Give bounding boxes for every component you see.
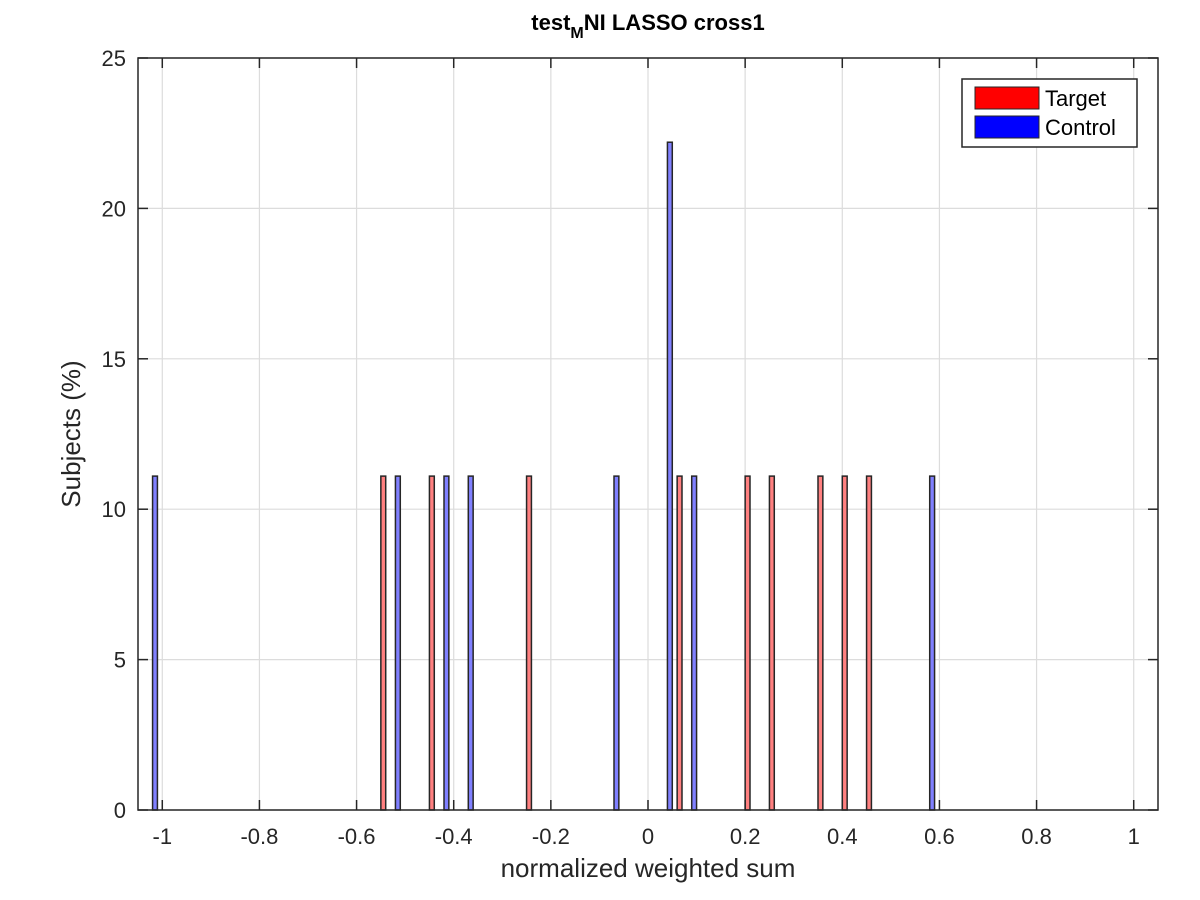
x-axis-title: normalized weighted sum [501,853,796,883]
bar-control [613,475,620,811]
x-tick-label: -0.2 [532,824,570,849]
x-tick-label: 1 [1128,824,1140,849]
x-tick-label: 0.6 [924,824,955,849]
chart-title-rest: NI LASSO cross1 [584,10,765,35]
legend-label-control: Control [1045,115,1116,140]
y-tick-label: 15 [102,347,126,372]
x-tick-label: -0.4 [435,824,473,849]
tick-marks [138,57,1158,811]
bar-target [676,475,683,811]
legend-label-target: Target [1045,86,1106,111]
x-tick-label: -0.8 [240,824,278,849]
bar-target [817,475,824,811]
y-tick-label: 20 [102,196,126,221]
bar-target [525,475,533,811]
bar-target [428,475,436,811]
legend-swatch-target [974,86,1040,110]
bar-control [666,141,674,811]
legend: Target Control [961,78,1138,148]
y-tick-label: 25 [102,46,126,71]
x-tick-label: -1 [153,824,173,849]
bar-target [380,475,387,811]
y-tick-label: 5 [114,648,126,673]
x-tick-label: 0.4 [827,824,858,849]
y-tick-label: 0 [114,798,126,823]
legend-swatch-control [974,115,1040,139]
x-tick-label: 0.8 [1021,824,1052,849]
x-tick-label: 0 [642,824,654,849]
bar-control [151,475,159,811]
x-tick-labels: -1 -0.8 -0.6 -0.4 -0.2 0 0.2 0.4 0.6 0.8 1 [153,824,1140,849]
bar-control [443,475,450,811]
chart-title-subscript: M [570,25,583,42]
bar-target [768,475,776,811]
y-axis-title: Subjects (%) [56,360,86,507]
bar-control [690,475,698,811]
x-tick-label: 0.2 [730,824,761,849]
chart-title: testMNI LASSO cross1 [531,10,764,42]
bar-control [928,475,936,811]
bar-target [744,475,751,811]
bar-target [841,475,848,811]
bar-control [394,475,402,811]
chart-title-main: test [531,10,571,35]
y-tick-labels: 0 5 10 15 20 25 [102,46,126,823]
bar-control [467,475,474,811]
bar-target [865,475,873,811]
y-tick-label: 10 [102,497,126,522]
x-tick-label: -0.6 [338,824,376,849]
